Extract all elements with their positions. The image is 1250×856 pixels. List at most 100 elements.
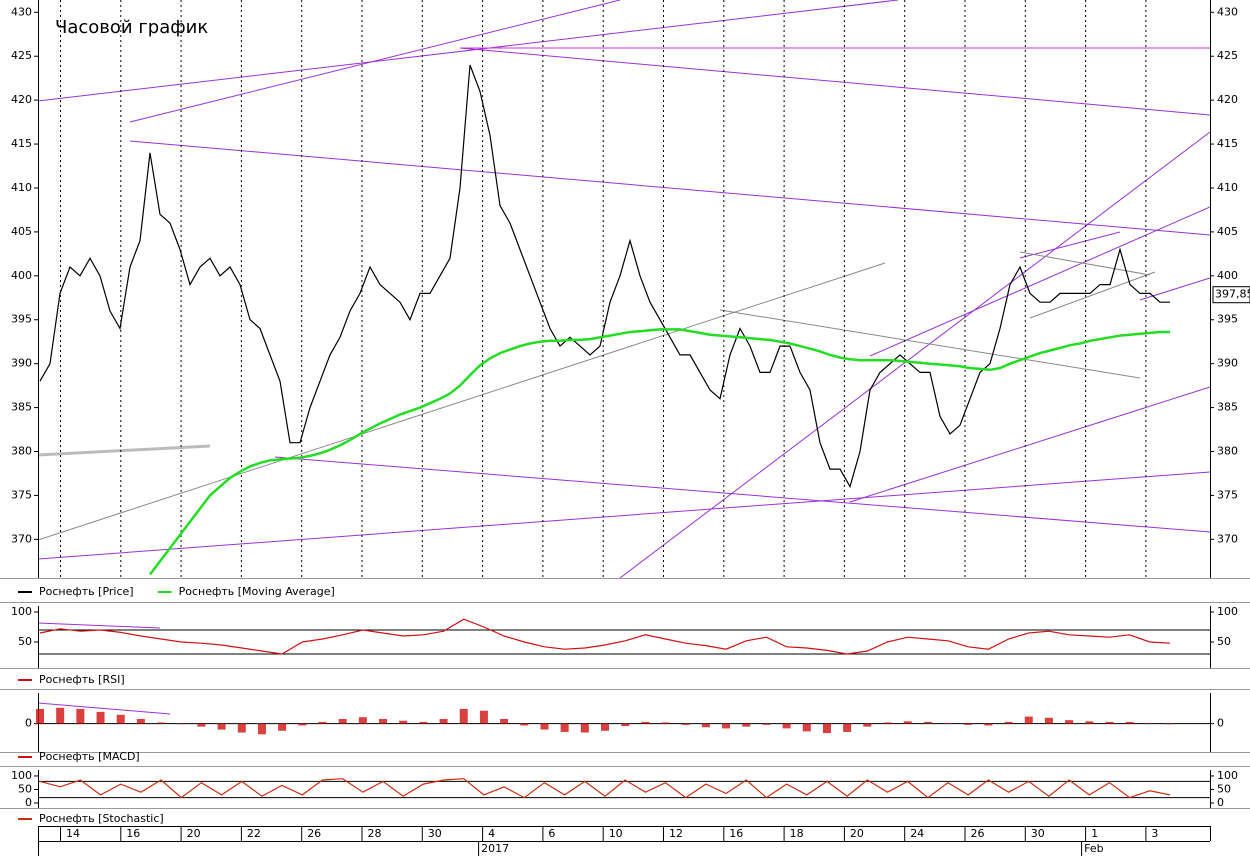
trend-line bbox=[37, 702, 171, 715]
y-tick-label: 50 bbox=[18, 782, 32, 795]
macd-bar bbox=[257, 723, 266, 735]
x-tick-label: 12 bbox=[669, 827, 683, 840]
y-tick-label: 370 bbox=[1217, 532, 1238, 545]
x-tick-label: 4 bbox=[488, 827, 495, 840]
y-tick-label: 100 bbox=[11, 769, 32, 782]
y-tick-label: 100 bbox=[11, 605, 32, 618]
legend-label: Роснефть [RSI] bbox=[39, 673, 125, 686]
y-tick-label: 415 bbox=[11, 137, 32, 150]
legend-label: Роснефть [Stochastic] bbox=[39, 812, 164, 825]
macd-bar bbox=[641, 721, 650, 724]
chart-title: Часовой график bbox=[55, 17, 208, 38]
macd-bar bbox=[520, 723, 529, 726]
trend-line bbox=[274, 456, 1210, 533]
macd-bar bbox=[863, 723, 872, 727]
x-tick-label: 18 bbox=[790, 827, 804, 840]
y-tick-label: 385 bbox=[11, 401, 32, 414]
x-tick-label: 20 bbox=[187, 827, 201, 840]
x-tick-label: 24 bbox=[910, 827, 924, 840]
x-tick-label: 6 bbox=[548, 827, 555, 840]
macd-bar bbox=[964, 723, 973, 725]
series-line bbox=[149, 328, 1170, 576]
macd-bar bbox=[661, 722, 670, 724]
y-tick-label: 50 bbox=[18, 635, 32, 648]
y-tick-label: 380 bbox=[11, 445, 32, 458]
y-tick-label: 425 bbox=[1217, 49, 1238, 62]
x-tick-label: 1 bbox=[1091, 827, 1098, 840]
macd-bar bbox=[540, 723, 549, 730]
y-tick-label: 390 bbox=[1217, 357, 1238, 370]
x-tick-label: 10 bbox=[609, 827, 623, 840]
trend-line bbox=[459, 47, 1210, 116]
y-tick-label: 405 bbox=[11, 225, 32, 238]
y-tick-label: 415 bbox=[1217, 137, 1238, 150]
y-tick-label: 385 bbox=[1217, 401, 1238, 414]
x-tick-label: 28 bbox=[368, 827, 382, 840]
macd-bar bbox=[500, 718, 509, 724]
x-tick-label: 16 bbox=[729, 827, 743, 840]
macd-bar bbox=[1044, 717, 1053, 724]
x-tick-label: 22 bbox=[247, 827, 261, 840]
macd-bar bbox=[459, 708, 468, 724]
x-tick-label: 30 bbox=[1031, 827, 1045, 840]
y-tick-label: 0 bbox=[25, 717, 32, 730]
macd-bar bbox=[1065, 720, 1074, 724]
macd-bar bbox=[601, 723, 609, 731]
trend-line bbox=[1019, 251, 1151, 276]
macd-bar bbox=[802, 723, 811, 732]
trend-line bbox=[38, 0, 899, 102]
macd-bar bbox=[298, 723, 307, 726]
y-tick-label: 405 bbox=[1217, 225, 1238, 238]
macd-bar bbox=[681, 723, 690, 725]
macd-bar bbox=[76, 708, 85, 724]
y-tick-label: 425 bbox=[11, 49, 32, 62]
y-tick-label: 430 bbox=[11, 5, 32, 18]
y-tick-label: 0 bbox=[1217, 717, 1224, 730]
y-tick-label: 420 bbox=[11, 93, 32, 106]
trend-line bbox=[1019, 231, 1121, 259]
macd-bar bbox=[318, 721, 327, 724]
macd-bar bbox=[1125, 721, 1134, 724]
macd-bar bbox=[278, 723, 287, 731]
period-label: Feb bbox=[1084, 842, 1103, 855]
y-tick-label: 400 bbox=[11, 269, 32, 282]
period-label: 2017 bbox=[481, 842, 509, 855]
macd-bar bbox=[197, 723, 206, 727]
x-tick-label: 16 bbox=[126, 827, 140, 840]
trend-line bbox=[129, 140, 1210, 236]
macd-bar bbox=[1105, 721, 1114, 724]
trend-line bbox=[1029, 271, 1156, 319]
y-tick-label: 375 bbox=[11, 488, 32, 501]
macd-bar bbox=[157, 722, 166, 724]
y-tick-label: 410 bbox=[11, 181, 32, 194]
macd-bar bbox=[903, 721, 912, 724]
macd-bar bbox=[96, 711, 105, 724]
macd-bar bbox=[56, 707, 65, 724]
y-tick-label: 100 bbox=[1217, 769, 1238, 782]
macd-bar bbox=[883, 722, 892, 724]
legend-label: Роснефть [Price] bbox=[39, 585, 134, 598]
y-tick-label: 400 bbox=[1217, 269, 1238, 282]
macd-bar bbox=[399, 720, 408, 724]
trend-line bbox=[129, 0, 621, 123]
macd-bar bbox=[1166, 723, 1174, 725]
macd-bar bbox=[742, 723, 751, 727]
macd-bar bbox=[217, 723, 226, 730]
legend-label: Роснефть [Moving Average] bbox=[179, 585, 335, 598]
trend-line bbox=[1139, 277, 1210, 301]
macd-bar bbox=[621, 723, 630, 727]
y-tick-label: 0 bbox=[25, 796, 32, 809]
y-tick-label: 395 bbox=[11, 313, 32, 326]
x-tick-label: 26 bbox=[971, 827, 985, 840]
y-tick-label: 375 bbox=[1217, 488, 1238, 501]
y-tick-label: 390 bbox=[11, 357, 32, 370]
trend-line bbox=[869, 206, 1210, 357]
y-tick-label: 430 bbox=[1217, 5, 1238, 18]
trend-lines bbox=[38, 0, 1210, 578]
macd-bar bbox=[701, 723, 710, 728]
x-tick-label: 20 bbox=[850, 827, 864, 840]
macd-bar bbox=[237, 723, 246, 733]
y-tick-label: 0 bbox=[1217, 796, 1224, 809]
macd-bar bbox=[1004, 721, 1013, 724]
